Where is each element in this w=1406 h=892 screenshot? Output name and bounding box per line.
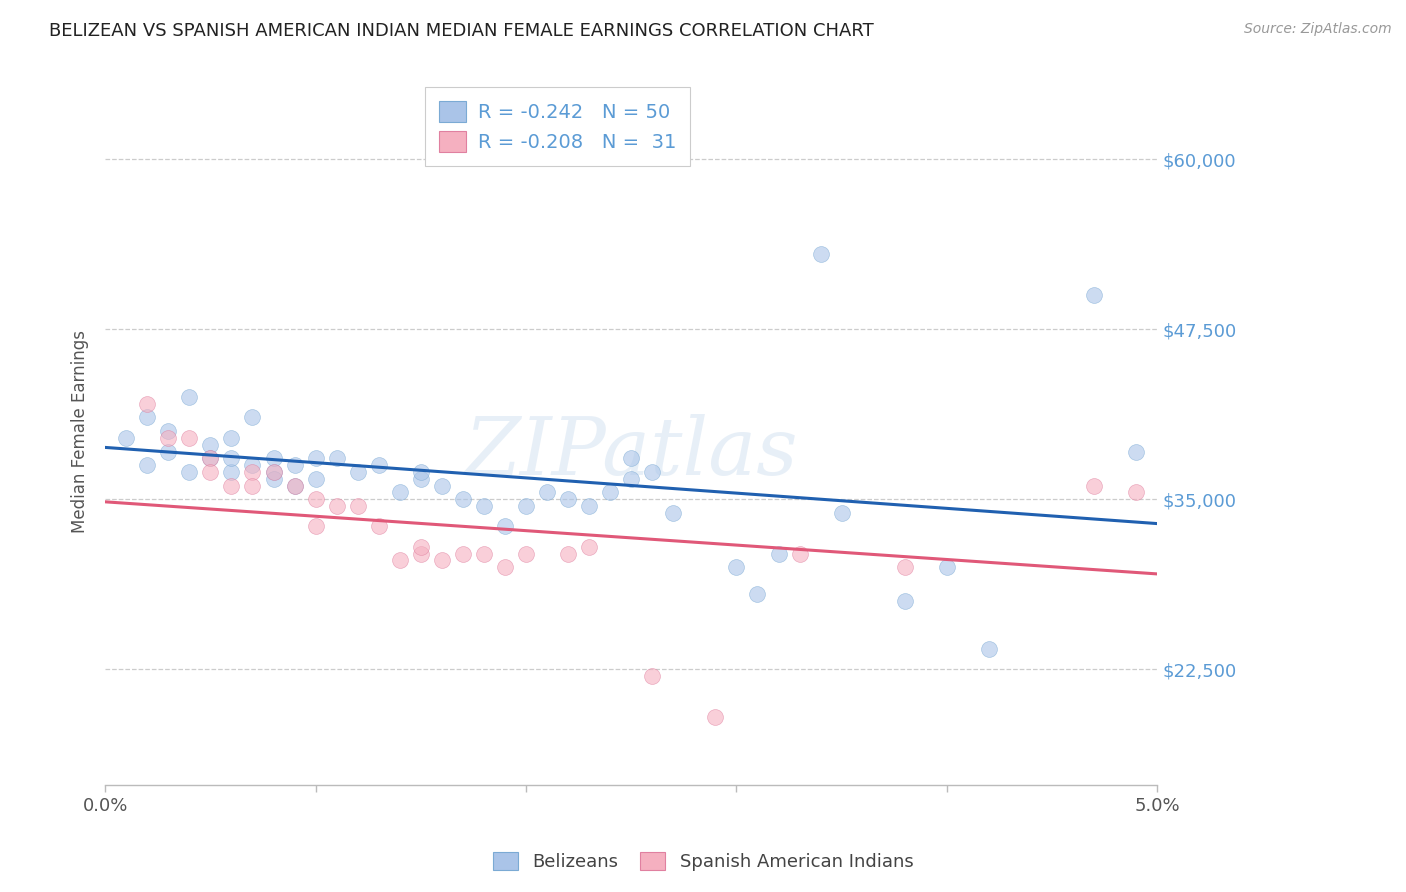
Point bbox=[263, 465, 285, 479]
Point bbox=[768, 547, 790, 561]
Point bbox=[304, 519, 326, 533]
Point bbox=[304, 472, 326, 486]
Point bbox=[136, 410, 159, 425]
Point bbox=[494, 560, 516, 574]
Point bbox=[409, 547, 432, 561]
Point bbox=[409, 472, 432, 486]
Point bbox=[536, 485, 558, 500]
Point bbox=[179, 431, 201, 445]
Point bbox=[346, 499, 368, 513]
Point bbox=[1083, 478, 1105, 492]
Point bbox=[641, 465, 664, 479]
Point bbox=[388, 553, 411, 567]
Point bbox=[242, 458, 264, 472]
Y-axis label: Median Female Earnings: Median Female Earnings bbox=[72, 330, 89, 533]
Point bbox=[935, 560, 957, 574]
Point bbox=[200, 465, 222, 479]
Legend: R = -0.242   N = 50, R = -0.208   N =  31: R = -0.242 N = 50, R = -0.208 N = 31 bbox=[426, 87, 690, 166]
Point bbox=[263, 451, 285, 466]
Point bbox=[221, 465, 243, 479]
Point bbox=[810, 247, 832, 261]
Point bbox=[136, 458, 159, 472]
Point bbox=[284, 458, 307, 472]
Point bbox=[599, 485, 621, 500]
Point bbox=[157, 424, 180, 438]
Text: ZIPatlas: ZIPatlas bbox=[464, 414, 799, 491]
Point bbox=[367, 458, 389, 472]
Point bbox=[620, 472, 643, 486]
Point bbox=[284, 478, 307, 492]
Point bbox=[747, 587, 769, 601]
Point bbox=[893, 594, 915, 608]
Point bbox=[221, 451, 243, 466]
Point bbox=[557, 547, 579, 561]
Point bbox=[893, 560, 915, 574]
Point bbox=[409, 465, 432, 479]
Point bbox=[409, 540, 432, 554]
Point bbox=[242, 478, 264, 492]
Point bbox=[115, 431, 138, 445]
Point bbox=[179, 390, 201, 404]
Point bbox=[157, 444, 180, 458]
Point bbox=[346, 465, 368, 479]
Legend: Belizeans, Spanish American Indians: Belizeans, Spanish American Indians bbox=[485, 846, 921, 879]
Point bbox=[1125, 485, 1147, 500]
Point bbox=[367, 519, 389, 533]
Point bbox=[304, 451, 326, 466]
Point bbox=[472, 547, 495, 561]
Point bbox=[831, 506, 853, 520]
Point bbox=[494, 519, 516, 533]
Point bbox=[325, 451, 347, 466]
Point bbox=[578, 499, 600, 513]
Point bbox=[200, 438, 222, 452]
Point bbox=[200, 451, 222, 466]
Point bbox=[179, 465, 201, 479]
Point bbox=[157, 431, 180, 445]
Point bbox=[430, 553, 453, 567]
Point bbox=[1083, 288, 1105, 302]
Point bbox=[451, 492, 474, 507]
Point bbox=[200, 451, 222, 466]
Point bbox=[557, 492, 579, 507]
Point bbox=[388, 485, 411, 500]
Point bbox=[284, 478, 307, 492]
Point bbox=[263, 472, 285, 486]
Point bbox=[977, 641, 1000, 656]
Point bbox=[662, 506, 685, 520]
Point bbox=[789, 547, 811, 561]
Point bbox=[242, 410, 264, 425]
Point bbox=[1125, 444, 1147, 458]
Point bbox=[221, 431, 243, 445]
Point bbox=[704, 710, 727, 724]
Point bbox=[221, 478, 243, 492]
Point bbox=[620, 451, 643, 466]
Point bbox=[641, 669, 664, 683]
Point bbox=[515, 547, 537, 561]
Point bbox=[725, 560, 748, 574]
Point bbox=[515, 499, 537, 513]
Point bbox=[242, 465, 264, 479]
Text: BELIZEAN VS SPANISH AMERICAN INDIAN MEDIAN FEMALE EARNINGS CORRELATION CHART: BELIZEAN VS SPANISH AMERICAN INDIAN MEDI… bbox=[49, 22, 875, 40]
Point bbox=[263, 465, 285, 479]
Text: Source: ZipAtlas.com: Source: ZipAtlas.com bbox=[1244, 22, 1392, 37]
Point bbox=[451, 547, 474, 561]
Point bbox=[304, 492, 326, 507]
Point bbox=[472, 499, 495, 513]
Point bbox=[578, 540, 600, 554]
Point bbox=[325, 499, 347, 513]
Point bbox=[136, 397, 159, 411]
Point bbox=[430, 478, 453, 492]
